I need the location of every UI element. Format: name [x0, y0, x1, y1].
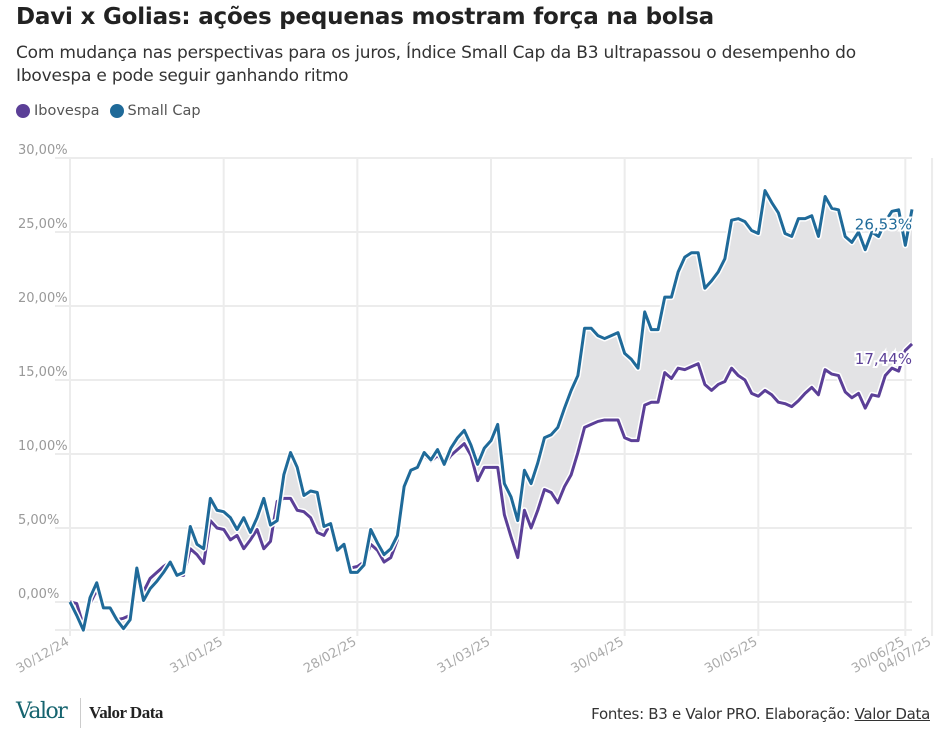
legend-dot-small-cap — [109, 104, 124, 118]
chart-subtitle: Com mudança nas perspectivas para os jur… — [16, 43, 856, 86]
y-tick-label: 10,00% — [18, 439, 68, 454]
y-tick-label: 30,00% — [18, 143, 68, 158]
valor-logo: Valor — [16, 699, 68, 724]
y-tick-label: 20,00% — [18, 291, 68, 306]
y-tick-label: 0,00% — [18, 587, 59, 602]
legend-dot-ibovespa — [16, 104, 30, 118]
y-tick-label: 5,00% — [18, 513, 59, 528]
gap-area — [70, 190, 912, 631]
y-tick-label: 15,00% — [18, 365, 68, 380]
legend-label-ibovespa: Ibovespa — [34, 103, 100, 119]
y-tick-label: 25,00% — [18, 217, 68, 232]
x-tick-label: 31/01/25 — [168, 634, 226, 676]
x-tick-label: 28/02/25 — [301, 634, 359, 676]
small-cap-end-label: 26,53% — [855, 215, 912, 233]
x-tick-label: 30/04/25 — [569, 634, 627, 676]
legend-label-small-cap: Small Cap — [127, 103, 201, 119]
legend-item-small-cap[interactable]: Small Cap — [109, 103, 201, 119]
source-link[interactable]: Valor Data — [854, 705, 931, 723]
chart-title: Davi x Golias: ações pequenas mostram fo… — [16, 4, 715, 30]
x-tick-label: 30/05/25 — [702, 634, 760, 676]
footer-divider — [80, 698, 81, 728]
x-tick-label: 30/12/24 — [14, 634, 72, 676]
legend: Ibovespa Small Cap — [16, 103, 201, 119]
source-note: Fontes: B3 e Valor PRO. Elaboração: Valo… — [591, 705, 930, 723]
ibovespa-end-label: 17,44% — [855, 350, 912, 368]
legend-item-ibovespa[interactable]: Ibovespa — [16, 103, 100, 119]
source-text: Fontes: B3 e Valor PRO. Elaboração: — [591, 705, 855, 723]
valor-data-brand: Valor Data — [89, 703, 163, 722]
x-tick-label: 31/03/25 — [435, 634, 493, 676]
